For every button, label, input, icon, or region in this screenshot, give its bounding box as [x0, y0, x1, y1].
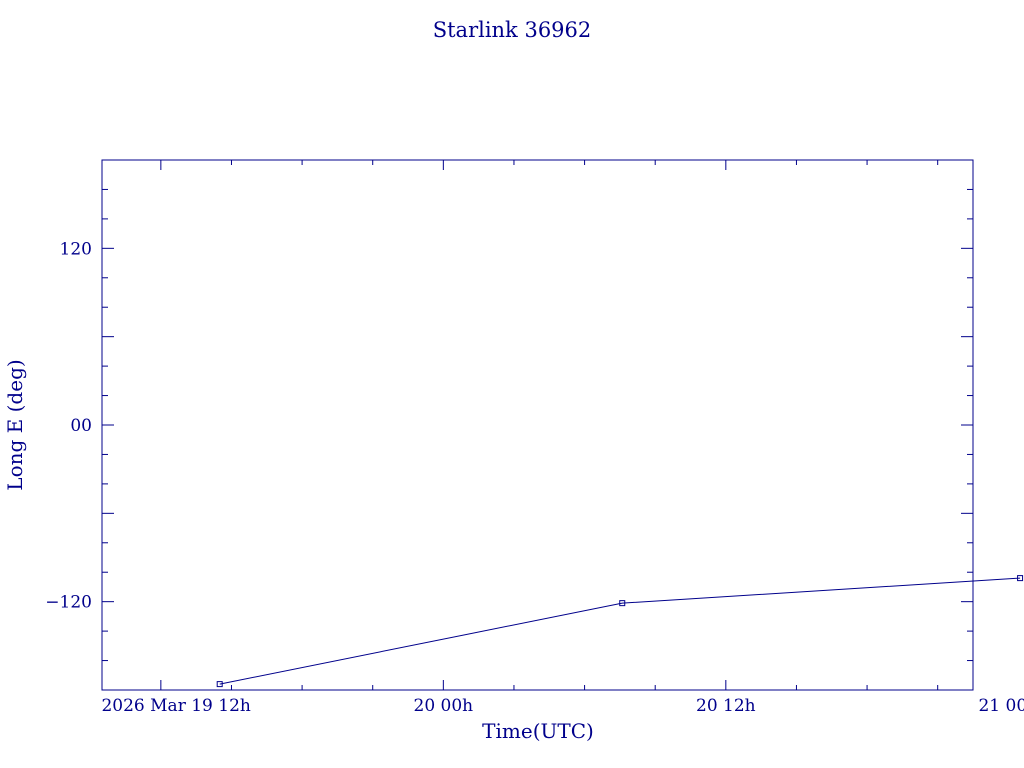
data-point-marker [619, 600, 626, 607]
plot-frame [101, 159, 974, 691]
y-axis-ticks [102, 159, 973, 691]
x-tick-label: 21 00h [978, 696, 1024, 716]
x-tick-label: 20 12h [696, 696, 756, 716]
y-tick-label: 00 [70, 416, 92, 436]
y-axis-tick-labels: 120 00 −120 [45, 239, 92, 612]
x-tick-label: 20 00h [414, 696, 474, 716]
data-point-marker [216, 681, 223, 688]
data-point-marker [1017, 575, 1024, 582]
x-tick-label: 2026 Mar 19 12h [101, 696, 250, 716]
y-tick-label: −120 [45, 593, 92, 613]
y-tick-label: 120 [60, 239, 92, 259]
y-axis-label: Long E (deg) [3, 359, 27, 490]
x-axis-tick-labels: 2026 Mar 19 12h 20 00h 20 12h 21 00h [101, 696, 1024, 716]
x-axis-label: Time(UTC) [482, 719, 594, 743]
x-axis-ticks [160, 160, 939, 690]
chart-title: Starlink 36962 [433, 18, 592, 42]
series-group [216, 575, 1024, 688]
series-line [219, 577, 1021, 685]
